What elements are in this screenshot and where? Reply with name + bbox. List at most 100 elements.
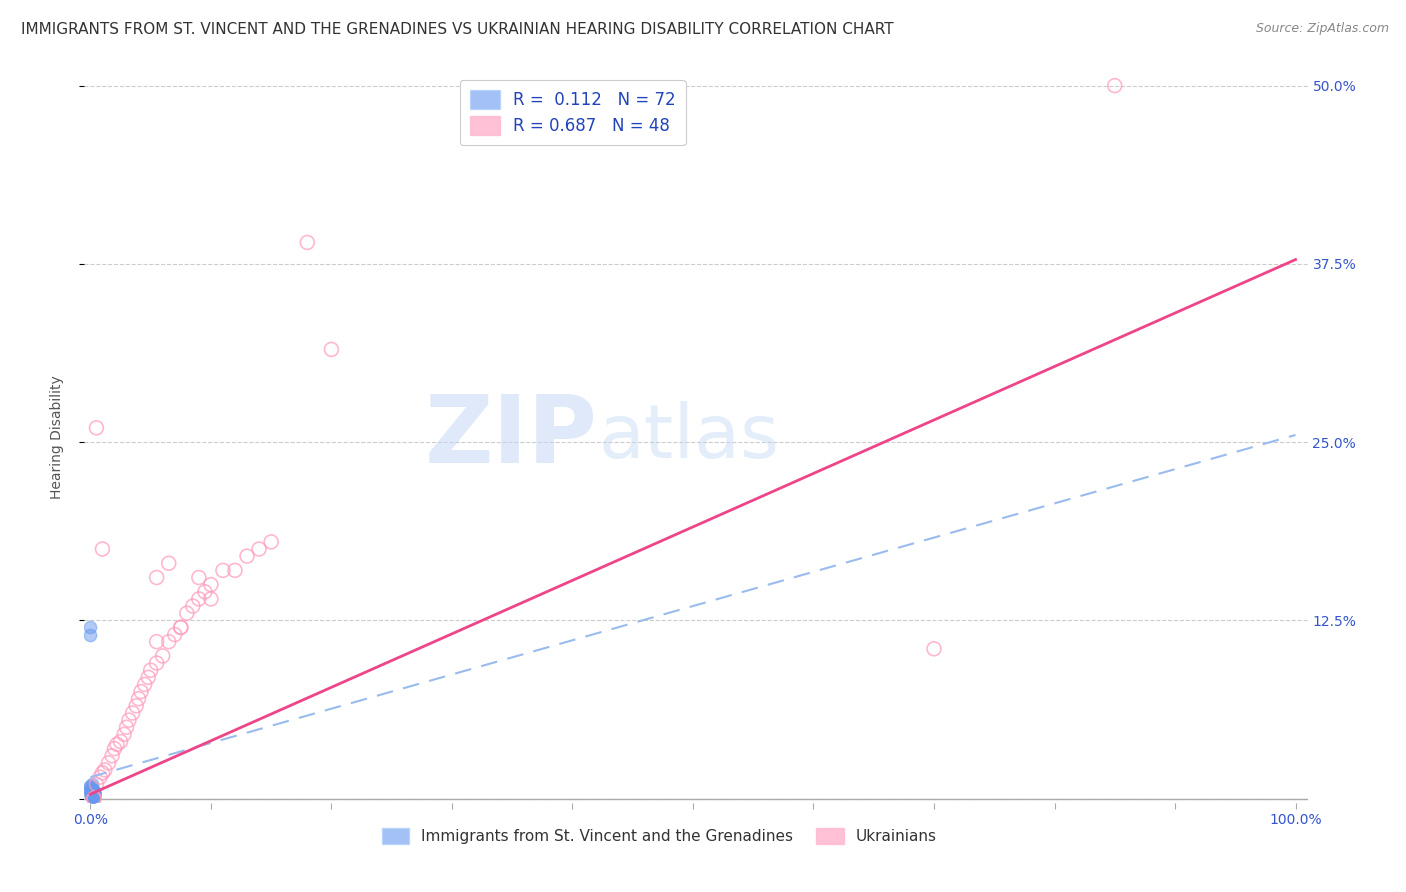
Text: IMMIGRANTS FROM ST. VINCENT AND THE GRENADINES VS UKRAINIAN HEARING DISABILITY C: IMMIGRANTS FROM ST. VINCENT AND THE GREN… xyxy=(21,22,894,37)
Point xyxy=(145,634,167,648)
Point xyxy=(80,787,103,801)
Point xyxy=(136,670,159,684)
Point xyxy=(80,783,103,797)
Point xyxy=(134,677,156,691)
Point xyxy=(79,779,101,793)
Point xyxy=(163,627,186,641)
Point xyxy=(80,787,103,801)
Point xyxy=(82,789,104,803)
Point xyxy=(80,787,103,801)
Point xyxy=(297,235,319,250)
Point xyxy=(80,786,103,800)
Point xyxy=(80,786,103,800)
Point xyxy=(80,786,103,800)
Point xyxy=(82,786,104,800)
Point xyxy=(200,591,222,606)
Point xyxy=(80,784,103,798)
Point xyxy=(83,786,105,800)
Point xyxy=(82,786,104,800)
Point xyxy=(82,787,104,801)
Point xyxy=(80,789,103,803)
Point xyxy=(157,634,180,648)
Point xyxy=(236,549,259,563)
Point xyxy=(82,789,104,803)
Point xyxy=(80,780,103,794)
Point xyxy=(82,787,104,801)
Point xyxy=(152,648,174,663)
Point xyxy=(110,734,132,748)
Point xyxy=(86,777,108,791)
Point xyxy=(80,787,103,801)
Point xyxy=(212,563,235,577)
Point xyxy=(83,791,105,805)
Point xyxy=(83,789,105,803)
Point xyxy=(82,786,104,800)
Text: ZIP: ZIP xyxy=(425,391,598,483)
Point xyxy=(105,737,128,751)
Point xyxy=(82,786,104,800)
Point xyxy=(80,784,103,798)
Point xyxy=(83,784,105,798)
Point xyxy=(128,691,150,706)
Point xyxy=(82,787,104,801)
Point xyxy=(82,787,104,801)
Point xyxy=(83,789,105,803)
Point xyxy=(83,789,105,803)
Text: Source: ZipAtlas.com: Source: ZipAtlas.com xyxy=(1256,22,1389,36)
Point xyxy=(83,789,105,803)
Point xyxy=(83,786,105,800)
Point xyxy=(82,784,104,798)
Point xyxy=(82,789,104,803)
Point xyxy=(79,627,101,641)
Point xyxy=(260,534,283,549)
Point xyxy=(121,706,143,720)
Point xyxy=(170,620,193,634)
Point xyxy=(82,789,104,803)
Point xyxy=(79,787,101,801)
Point xyxy=(79,780,101,794)
Point xyxy=(82,787,104,801)
Point xyxy=(82,786,104,800)
Point xyxy=(321,343,343,357)
Point xyxy=(82,787,104,801)
Point xyxy=(83,784,105,798)
Legend: Immigrants from St. Vincent and the Grenadines, Ukrainians: Immigrants from St. Vincent and the Gren… xyxy=(375,822,943,850)
Point xyxy=(82,787,104,801)
Point xyxy=(194,584,217,599)
Point xyxy=(80,786,103,800)
Point xyxy=(80,784,103,798)
Point xyxy=(86,421,108,435)
Point xyxy=(112,727,135,741)
Point xyxy=(157,556,180,570)
Point xyxy=(129,684,152,698)
Point xyxy=(82,787,104,801)
Point xyxy=(82,787,104,801)
Point xyxy=(80,786,103,800)
Point xyxy=(1104,78,1126,93)
Point xyxy=(80,783,103,797)
Point xyxy=(80,784,103,798)
Point xyxy=(82,784,104,798)
Point xyxy=(83,791,105,805)
Point xyxy=(187,570,209,584)
Point xyxy=(83,786,105,800)
Point xyxy=(83,789,105,803)
Point xyxy=(103,741,125,756)
Point xyxy=(89,770,111,784)
Point xyxy=(145,570,167,584)
Point xyxy=(83,787,105,801)
Point xyxy=(115,720,138,734)
Point xyxy=(97,756,120,770)
Point xyxy=(80,789,103,803)
Point xyxy=(91,765,114,780)
Point xyxy=(94,763,117,777)
Point xyxy=(80,783,103,797)
Point xyxy=(82,787,104,801)
Point xyxy=(80,781,103,796)
Point xyxy=(125,698,148,713)
Point xyxy=(145,656,167,670)
Point xyxy=(80,789,103,803)
Point xyxy=(247,541,270,556)
Point xyxy=(80,786,103,800)
Point xyxy=(80,789,103,803)
